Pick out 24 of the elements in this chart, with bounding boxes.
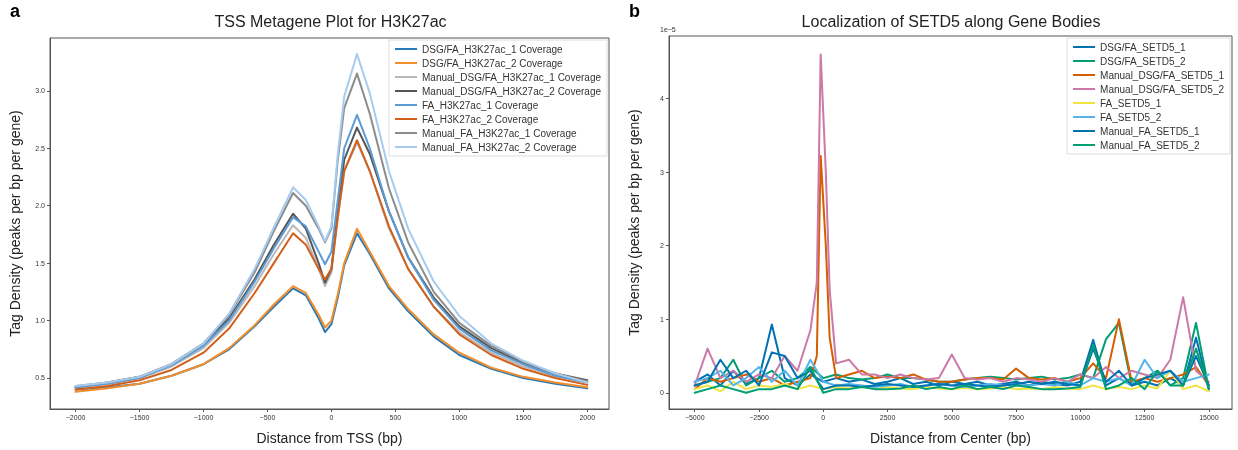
legend-label: DSG/FA_SETD5_2 <box>1100 55 1187 67</box>
text: a <box>10 1 21 21</box>
x-axis-title: Distance from TSS (bp) <box>256 430 403 446</box>
chart-title: TSS Metagene Plot for H3K27ac <box>214 12 447 30</box>
legend-label: Manual_DSG/FA_SETD5_1 <box>1100 69 1225 81</box>
legend-label: FA_H3K27ac_2 Coverage <box>422 113 539 125</box>
x-axis-title: Distance from Center (bp) <box>869 430 1032 446</box>
legend-label: Manual_FA_SETD5_1 <box>1100 125 1200 137</box>
legend-label: FA_H3K27ac_1 Coverage <box>422 99 539 111</box>
y-axis-title: Tag Density (peaks per bp per gene) <box>626 109 642 336</box>
legend-label: Manual_FA_H3K27ac_2 Coverage <box>422 141 577 153</box>
legend-label: FA_SETD5_1 <box>1100 97 1162 109</box>
legend-label: Manual_FA_H3K27ac_1 Coverage <box>422 127 577 139</box>
y-axis-title: Tag Density (peaks per bp per gene) <box>7 110 23 337</box>
legend-label: DSG/FA_SETD5_1 <box>1100 41 1187 53</box>
legend-label: Manual_DSG/FA_H3K27ac_1 Coverage <box>422 71 602 83</box>
legend-label: Manual_DSG/FA_SETD5_2 <box>1100 83 1225 95</box>
legend-label: Manual_DSG/FA_H3K27ac_2 Coverage <box>422 85 602 97</box>
legend-label: FA_SETD5_2 <box>1100 111 1162 123</box>
legend-label: DSG/FA_H3K27ac_2 Coverage <box>422 57 564 69</box>
chart-title: Localization of SETD5 along Gene Bodies <box>801 12 1101 30</box>
legend-label: Manual_FA_SETD5_2 <box>1100 139 1200 151</box>
legend-label: DSG/FA_H3K27ac_1 Coverage <box>422 43 564 55</box>
text: b <box>629 1 640 21</box>
